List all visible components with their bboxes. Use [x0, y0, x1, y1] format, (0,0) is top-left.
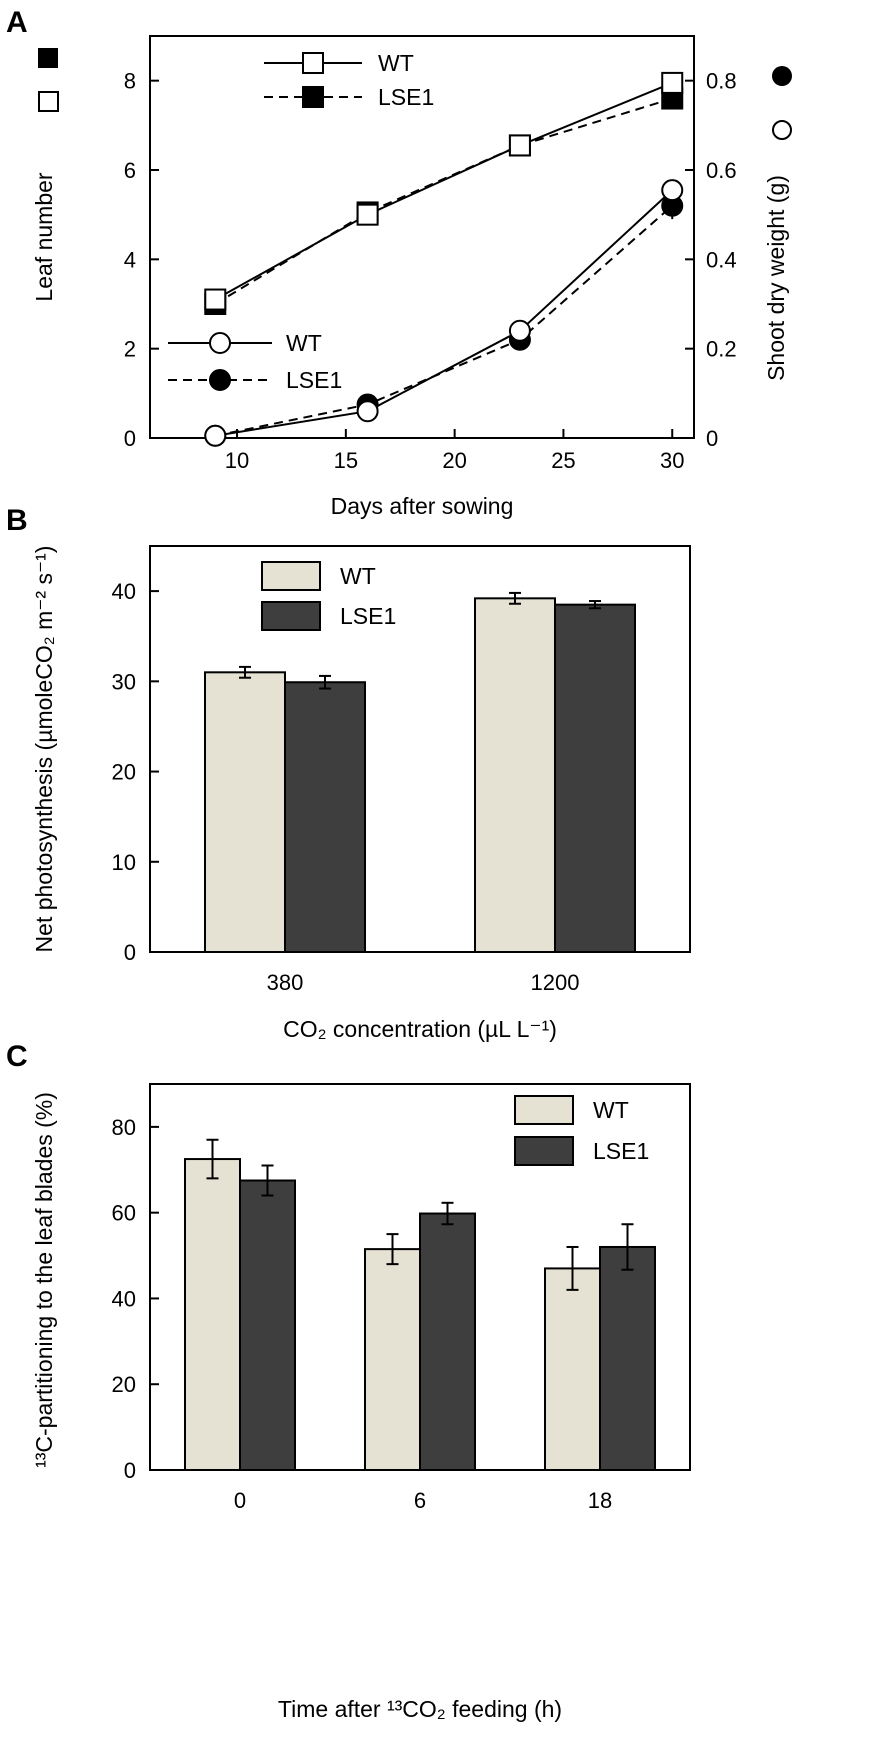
legend-swatch-c [514, 1095, 574, 1125]
legend-label-a: LSE1 [378, 84, 434, 110]
bar-lse1-1200 [554, 603, 636, 954]
legend-label-b: WT [340, 563, 376, 589]
data-point-left-wt [204, 288, 227, 311]
left-axis-open-square-marker [38, 91, 59, 112]
series-line-left-wt [214, 81, 673, 301]
x-tick-label-a: 25 [551, 448, 575, 473]
y-tick-label-c: 0 [124, 1458, 136, 1483]
y-tick-label-right-a: 0 [706, 426, 718, 451]
y-tick-label-left-a: 6 [124, 158, 136, 183]
data-point-right-wt [204, 424, 227, 447]
bar-lse1-18 [599, 1245, 656, 1471]
x-tick-label-a: 30 [660, 448, 684, 473]
series-line-left-lse1 [214, 97, 673, 305]
panel-letter-a: A [6, 6, 28, 39]
data-point-right-wt [508, 319, 531, 342]
x-tick-label-c: 18 [588, 1488, 612, 1513]
legend-label-b: LSE1 [340, 603, 396, 629]
y-axis-label-c: ¹³C-partitioning to the leaf blades (%) [31, 1092, 57, 1468]
right-axis-filled-circle-marker [772, 66, 792, 86]
plot-area-c: 0 20 40 60 80 0 6 18 WT LSE1 Time after ¹³CO₂ feed… [31, 1083, 691, 1722]
y-tick-label-left-a: 2 [124, 337, 136, 362]
legend-marker-a [209, 332, 231, 354]
y-tick-label-right-a: 0.8 [706, 69, 737, 94]
bar-lse1-380 [284, 681, 366, 953]
panel-letter-b: B [6, 504, 28, 537]
y-tick-label-left-a: 8 [124, 69, 136, 94]
bar-wt-18 [544, 1267, 601, 1472]
data-point-right-wt [661, 179, 684, 202]
legend-label-c: WT [593, 1097, 629, 1123]
x-tick-label-c: 6 [414, 1488, 426, 1513]
y-tick-label-right-a: 0.6 [706, 158, 737, 183]
y-axis-label-left-a: Leaf number [31, 172, 57, 301]
legend-marker-a [302, 86, 324, 108]
y-tick-label-b: 0 [124, 940, 136, 965]
legend-label-a: WT [286, 330, 322, 356]
plot-frame-a [149, 35, 695, 439]
legend-label-a: LSE1 [286, 367, 342, 393]
x-tick-label-c: 0 [234, 1488, 246, 1513]
y-tick-label-right-a: 0.2 [706, 337, 737, 362]
series-line-right-lse1 [215, 204, 673, 437]
data-point-left-wt [356, 203, 379, 226]
panel-b: B 0 10 20 30 40 380 1200 WT LSE1 CO₂ concentratio… [6, 504, 691, 1042]
x-axis-label-a: Days after sowing [331, 493, 514, 519]
y-tick-label-c: 80 [112, 1115, 136, 1140]
x-tick-label-a: 20 [442, 448, 466, 473]
x-axis-label-b: CO₂ concentration (µL L⁻¹) [283, 1016, 557, 1042]
x-tick-label-a: 10 [225, 448, 249, 473]
panel-a: A 10 15 20 25 30 0 2 4 6 8 0 0.2 0.4 0.6 0.8 Days after… [6, 6, 792, 519]
legend-label-a: WT [378, 50, 414, 76]
plot-area-a: 10 15 20 25 30 0 2 4 6 8 0 0.2 0.4 0.6 0.8 Days after s… [31, 35, 789, 519]
y-tick-label-c: 20 [112, 1372, 136, 1397]
legend-swatch-b [261, 601, 321, 631]
y-tick-label-b: 10 [112, 850, 136, 875]
y-axis-label-b: Net photosynthesis (µmoleCO₂ m⁻² s⁻¹) [31, 546, 57, 953]
bar-wt-1200 [474, 597, 556, 954]
right-axis-open-circle-marker [772, 120, 792, 140]
plot-frame-b [149, 545, 691, 953]
bar-wt-380 [204, 671, 286, 953]
y-tick-label-b: 30 [112, 669, 136, 694]
x-tick-label-b: 380 [267, 970, 304, 995]
data-point-left-wt [508, 134, 531, 157]
legend-marker-a [302, 52, 324, 74]
legend-marker-a [209, 369, 231, 391]
y-tick-label-left-a: 0 [124, 426, 136, 451]
y-tick-label-b: 40 [112, 579, 136, 604]
panel-c: C 0 20 40 60 80 0 6 18 WT LSE1 Time after ¹³CO₂ fe… [6, 1040, 691, 1722]
y-tick-label-right-a: 0.4 [706, 247, 737, 272]
bar-lse1-6 [419, 1212, 476, 1471]
x-tick-label-a: 15 [334, 448, 358, 473]
data-point-left-wt [661, 71, 684, 94]
x-tick-label-b: 1200 [531, 970, 580, 995]
plot-area-b: 0 10 20 30 40 380 1200 WT LSE1 CO₂ concentration … [31, 545, 691, 1042]
panel-letter-c: C [6, 1040, 28, 1073]
bar-lse1-0 [239, 1179, 296, 1471]
x-axis-label-c: Time after ¹³CO₂ feeding (h) [278, 1696, 562, 1722]
y-tick-label-b: 20 [112, 760, 136, 785]
legend-label-c: LSE1 [593, 1138, 649, 1164]
legend-swatch-c [514, 1136, 574, 1166]
y-tick-label-c: 60 [112, 1201, 136, 1226]
bar-wt-0 [184, 1158, 241, 1471]
data-point-right-wt [356, 400, 379, 423]
series-line-right-wt [215, 189, 673, 437]
y-axis-label-right-a: Shoot dry weight (g) [763, 175, 789, 381]
legend-swatch-b [261, 561, 321, 591]
y-tick-label-c: 40 [112, 1286, 136, 1311]
bar-wt-6 [364, 1248, 421, 1471]
y-tick-label-left-a: 4 [124, 247, 136, 272]
left-axis-filled-square-marker [38, 48, 58, 68]
